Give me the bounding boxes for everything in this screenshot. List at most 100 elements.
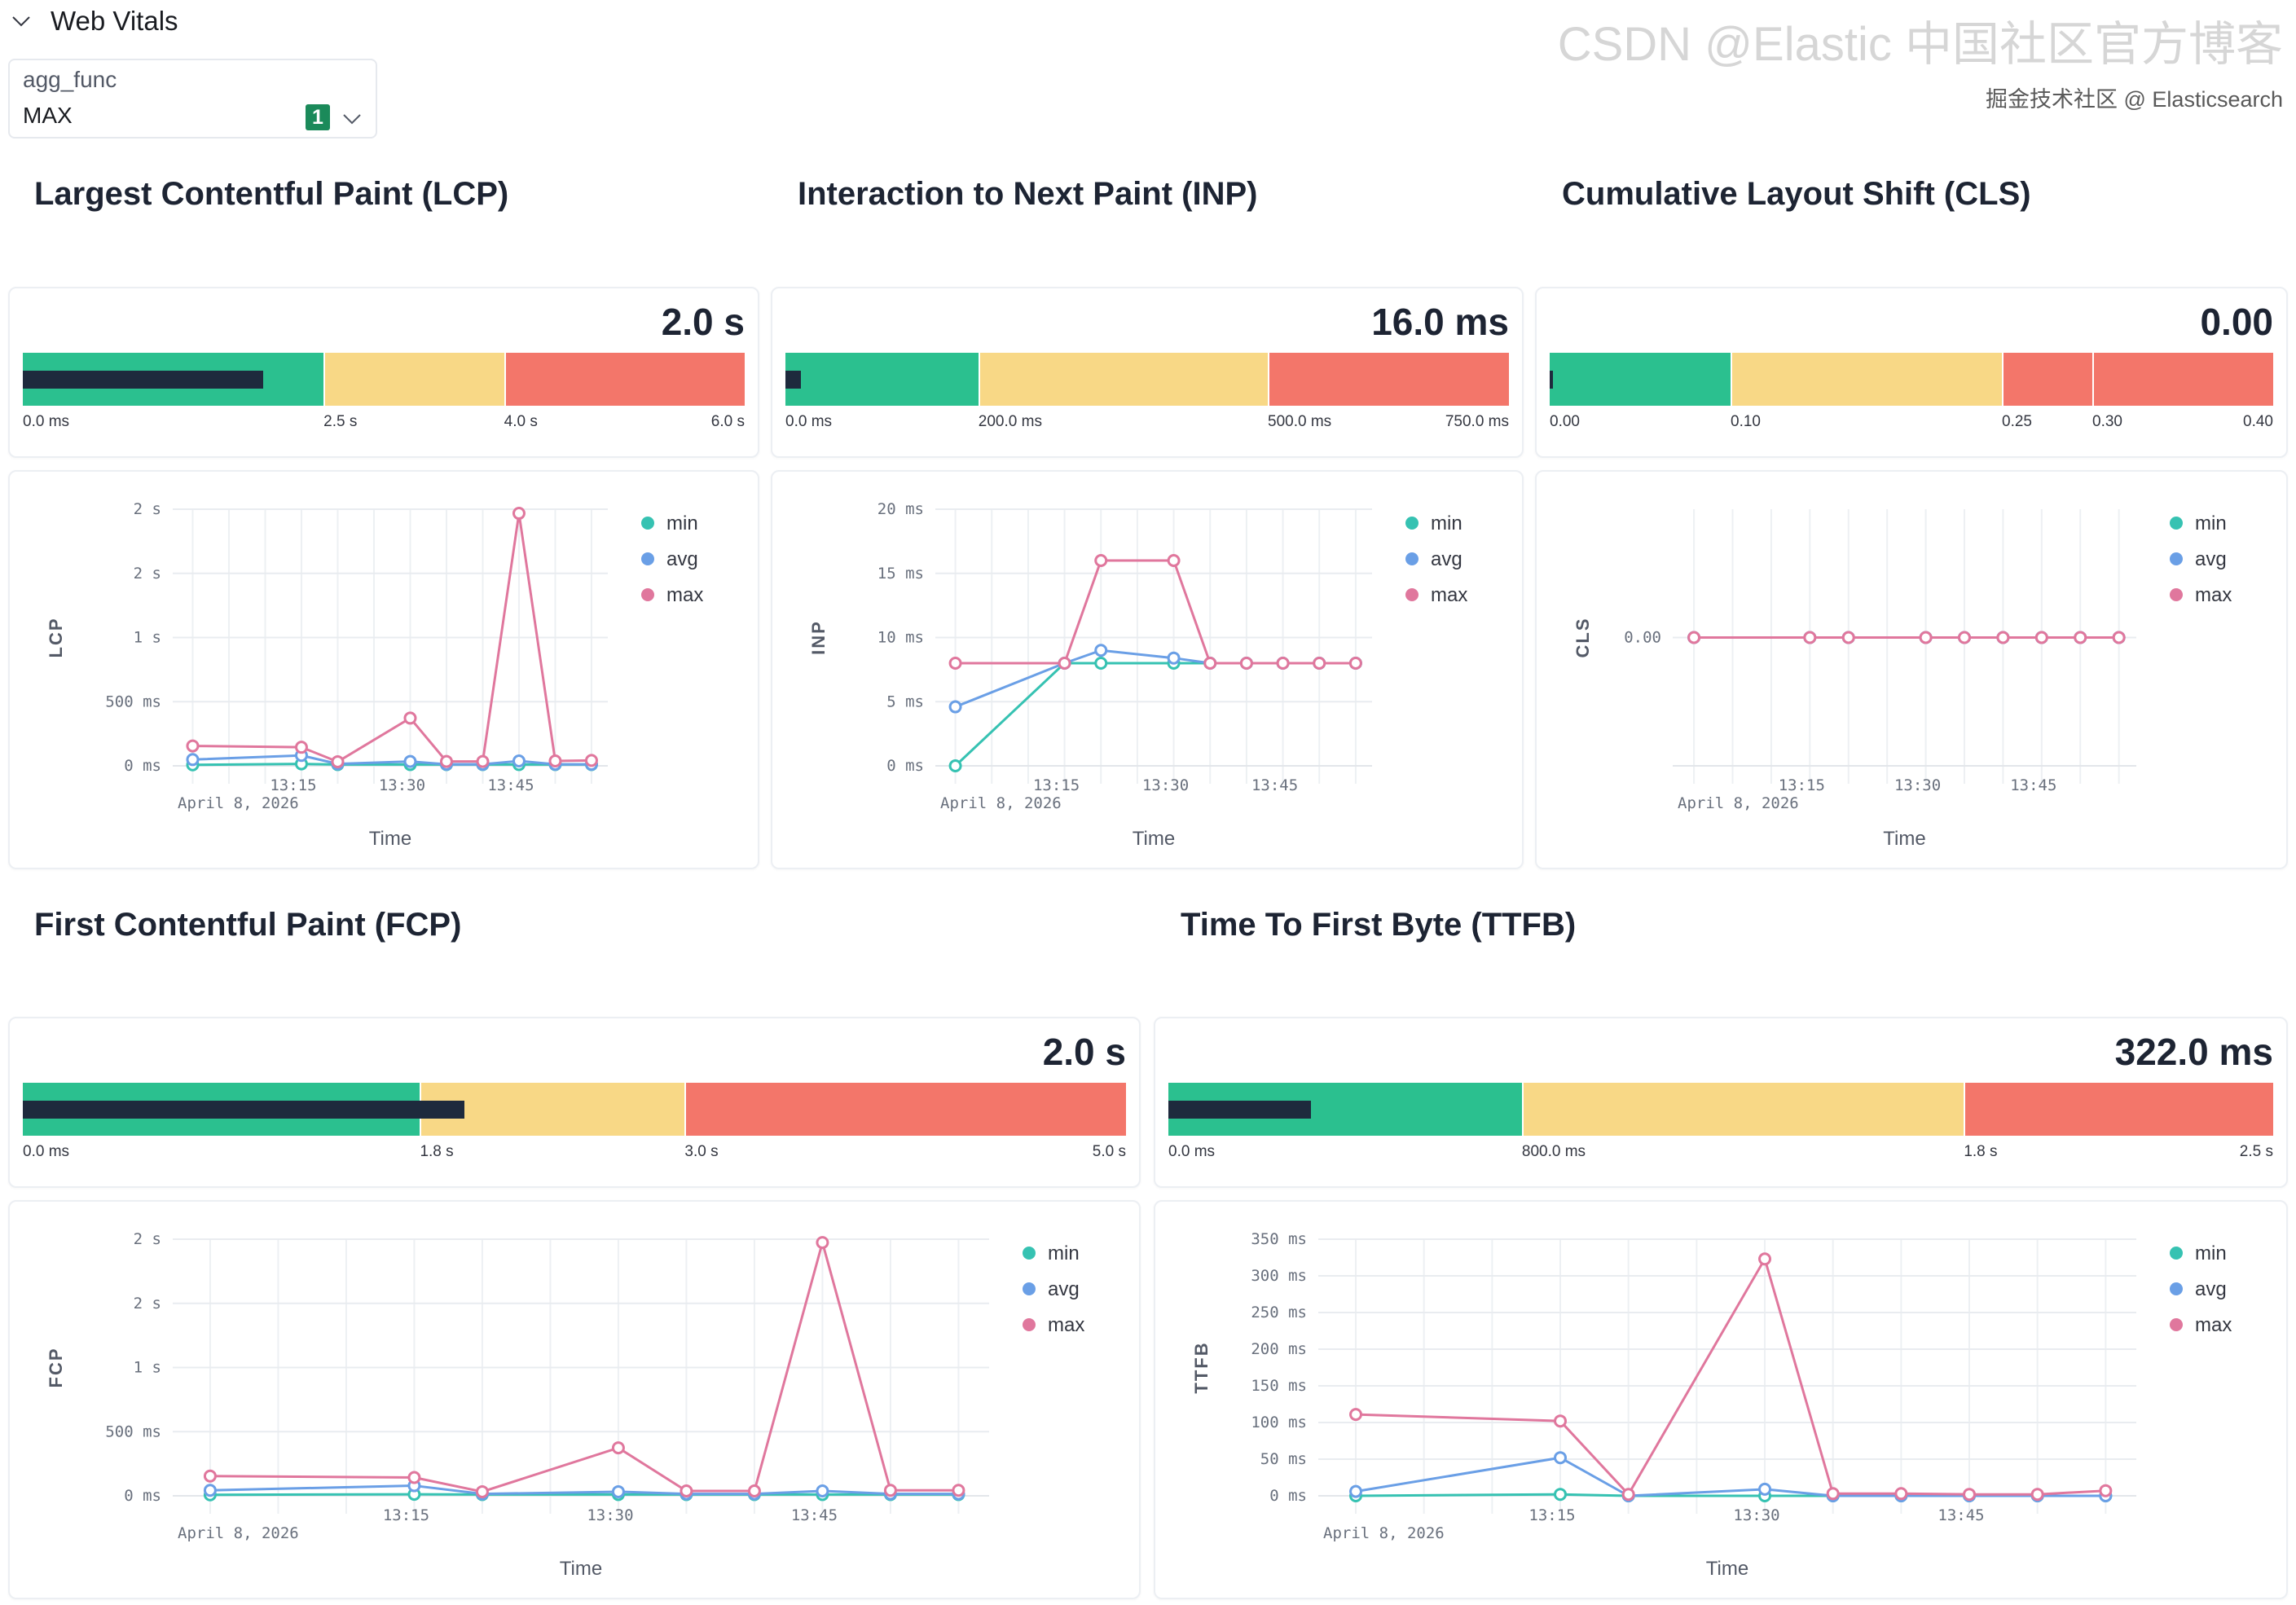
legend-item-max[interactable]: max [2170, 1314, 2232, 1336]
x-axis-title: Time [369, 828, 411, 850]
band-poor [2002, 353, 2092, 406]
data-point-avg [403, 754, 417, 768]
legend-item-min[interactable]: min [1405, 512, 1462, 534]
data-point-max [512, 507, 526, 521]
legend-item-min[interactable]: min [1023, 1242, 1080, 1264]
series-line-min [954, 662, 1356, 767]
data-point-min [1094, 657, 1108, 670]
data-point-max [1167, 554, 1181, 567]
y-tick-label: 350 ms [1251, 1230, 1307, 1248]
metric-title-lcp: Largest Contentful Paint (LCP) [34, 176, 509, 212]
legend-swatch [2170, 552, 2183, 565]
data-point-max [1621, 1488, 1635, 1502]
gauge-value: 2.0 s [661, 301, 745, 343]
gauge-tick-label: 0.0 ms [1168, 1143, 1216, 1160]
legend-item-max[interactable]: max [1405, 584, 1467, 606]
gauge-tick-label: 2.5 s [2239, 1143, 2273, 1160]
band-needs-improvement [978, 353, 1268, 406]
data-point-max [1687, 631, 1701, 644]
y-tick-label: 2 s [134, 565, 161, 583]
legend-item-avg[interactable]: avg [2170, 548, 2227, 570]
series-line-min [209, 1493, 959, 1497]
x-tick-label: 13:30 [379, 776, 425, 794]
watermark: CSDN @Elastic 中国社区官方博客 [1557, 18, 2283, 71]
data-point-avg [611, 1484, 625, 1498]
lcp-chart-card: 0 ms 500 ms 1 s 2 s 2 s 13:15 13:30 13:45 April … [8, 470, 759, 869]
y-tick-label: 2 s [134, 1230, 161, 1248]
x-tick-label: 13:15 [1528, 1506, 1575, 1524]
data-point-max [1094, 554, 1108, 567]
gauge-tick-label: 0.40 [2243, 413, 2273, 430]
x-axis-title: Time [560, 1558, 602, 1580]
y-axis-title: LCP [46, 618, 66, 658]
x-tick-label: 13:15 [383, 1506, 429, 1524]
watermark-secondary: 掘金技术社区 @ Elasticsearch [1986, 87, 2283, 112]
selection-count-badge: 1 [306, 104, 330, 130]
data-point-max [1239, 657, 1253, 670]
data-point-max [2030, 1488, 2044, 1502]
x-date-label: April 8, 2026 [178, 794, 299, 812]
gauge-tick-label: 0.10 [1731, 413, 1761, 430]
y-tick-label: 500 ms [105, 693, 161, 710]
x-tick-label: 13:30 [1733, 1506, 1779, 1524]
legend-item-min[interactable]: min [2170, 1242, 2227, 1264]
data-point-max [548, 754, 562, 768]
legend-label: avg [1431, 548, 1462, 570]
legend-label: min [1431, 512, 1462, 534]
data-point-max [203, 1469, 217, 1483]
band-needs-improvement [323, 353, 504, 406]
ttfb-gauge-card: 322.0 ms 0.0 ms 800.0 ms 1.8 s 2.5 s [1154, 1017, 2288, 1188]
band-poor [1964, 1083, 2273, 1136]
data-point-max [1957, 631, 1971, 644]
value-bar [1550, 371, 1553, 389]
data-point-max [2112, 631, 2126, 644]
data-point-max [1348, 657, 1362, 670]
data-point-max [883, 1484, 897, 1497]
threshold-bar [785, 353, 1509, 406]
data-point-max [1203, 657, 1217, 670]
agg-func-select[interactable]: agg_func MAX 1 [8, 59, 377, 139]
legend-item-min[interactable]: min [2170, 512, 2227, 534]
legend-swatch [2170, 1318, 2183, 1331]
legend-item-max[interactable]: max [641, 584, 703, 606]
legend-swatch [1023, 1282, 1036, 1295]
value-bar [1168, 1101, 1311, 1119]
section-header-toggle[interactable]: Web Vitals [10, 3, 178, 39]
band-needs-improvement [1521, 1083, 1964, 1136]
legend-swatch [1023, 1247, 1036, 1260]
chevron-down-icon[interactable] [341, 108, 363, 130]
x-tick-label: 13:15 [1033, 776, 1080, 794]
data-point-max [1554, 1414, 1568, 1428]
legend-label: max [1431, 584, 1467, 606]
gauge-tick-label: 750.0 ms [1445, 413, 1509, 430]
data-point-max [1841, 631, 1855, 644]
legend-item-avg[interactable]: avg [2170, 1278, 2227, 1300]
inp-gauge-card: 16.0 ms 0.0 ms 200.0 ms 500.0 ms 750.0 ms [771, 287, 1524, 458]
legend-swatch [2170, 517, 2183, 530]
series-line-min [192, 763, 592, 767]
data-point-avg [1094, 644, 1108, 657]
legend-swatch [2170, 1247, 2183, 1260]
data-point-max [816, 1236, 829, 1250]
threshold-bar [1550, 353, 2273, 406]
y-tick-label: 10 ms [877, 629, 924, 647]
line-chart: 0.00 13:15 13:30 13:45 April 8, 2026 Time CLS m… [1572, 509, 2232, 850]
data-point-max [1803, 631, 1817, 644]
band-poor [1267, 353, 1509, 406]
legend-item-avg[interactable]: avg [1023, 1278, 1080, 1300]
data-point-max [611, 1441, 625, 1455]
data-point-max [2034, 631, 2048, 644]
legend-item-max[interactable]: max [2170, 584, 2232, 606]
legend-swatch [641, 588, 654, 601]
band-poor [2092, 353, 2273, 406]
legend-swatch [1405, 517, 1419, 530]
y-tick-label: 150 ms [1251, 1377, 1307, 1395]
x-tick-label: 13:30 [1142, 776, 1189, 794]
legend-item-max[interactable]: max [1023, 1314, 1084, 1336]
legend-item-min[interactable]: min [641, 512, 698, 534]
gauge-tick-label: 200.0 ms [978, 413, 1042, 430]
legend-item-avg[interactable]: avg [641, 548, 698, 570]
legend-item-avg[interactable]: avg [1405, 548, 1462, 570]
data-point-max [439, 754, 453, 768]
fcp-chart-card: 0 ms 500 ms 1 s 2 s 2 s 13:15 13:30 13:45 April … [8, 1200, 1141, 1599]
